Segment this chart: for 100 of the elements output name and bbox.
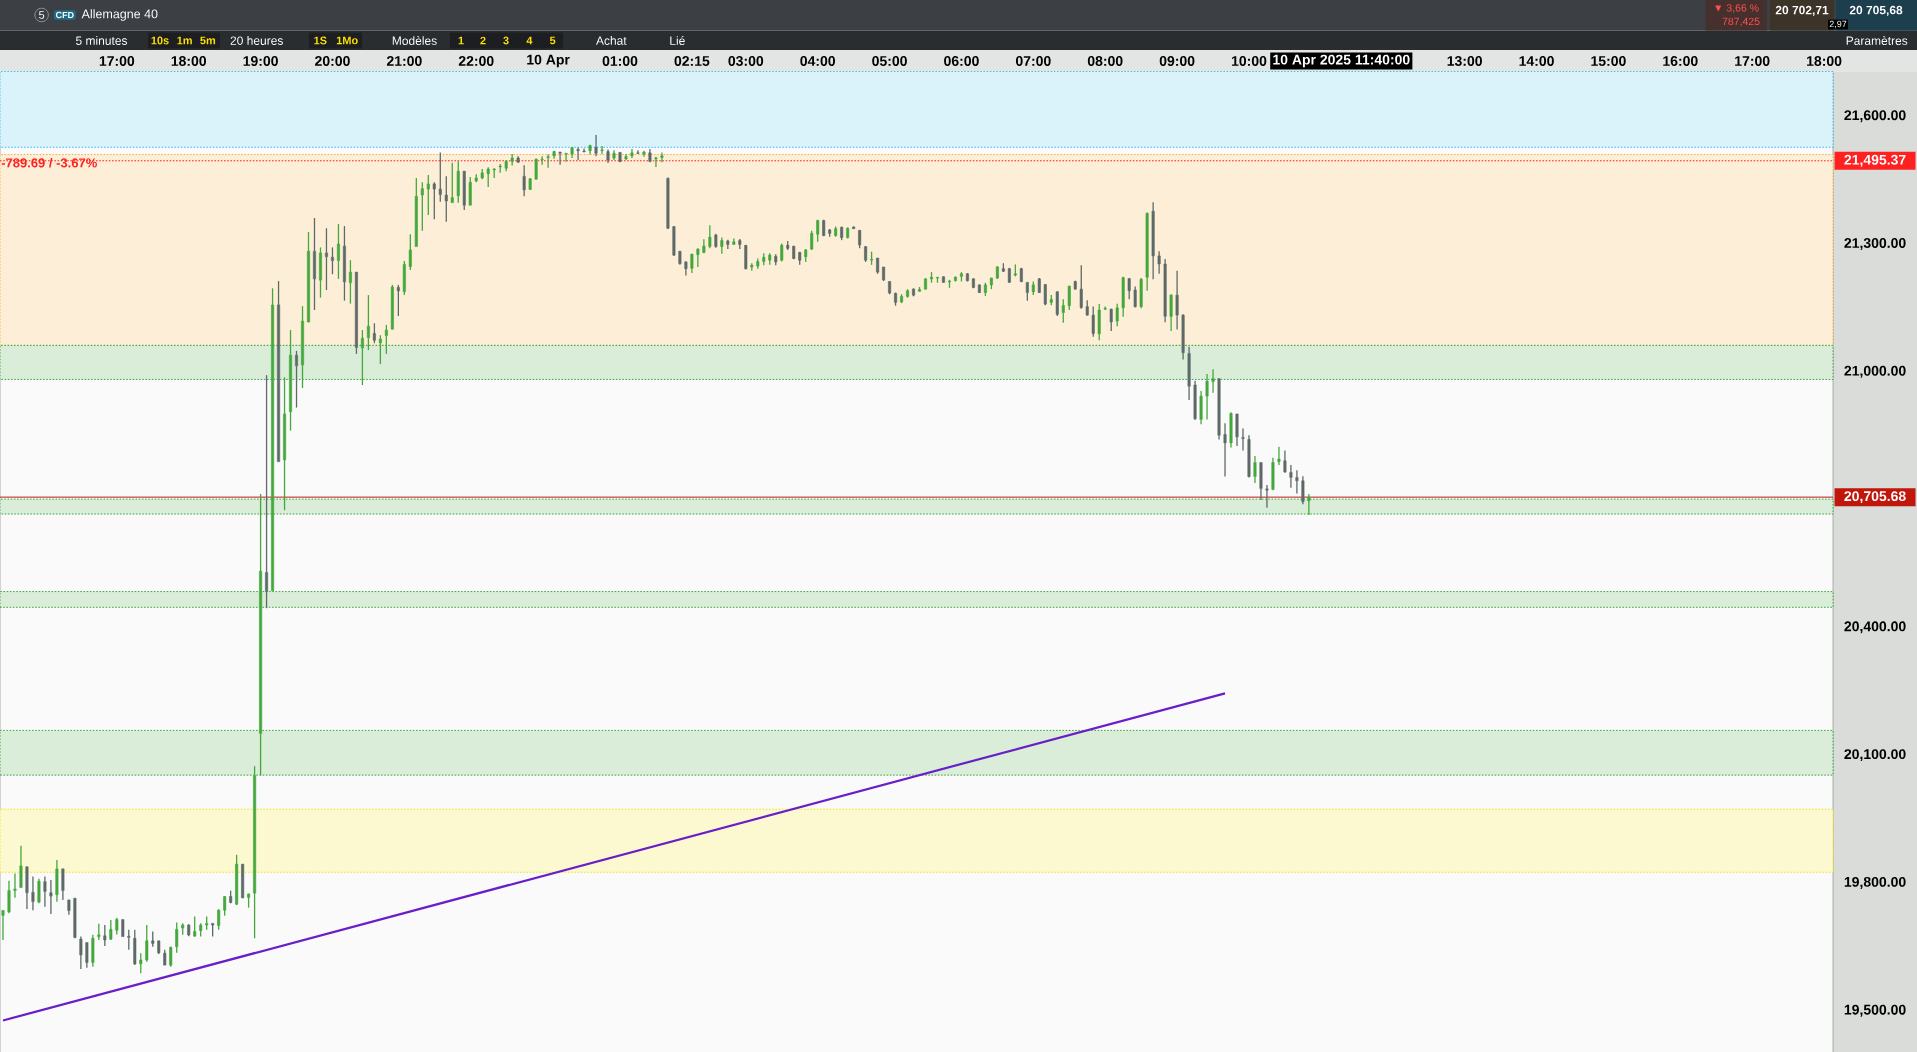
text: 1	[458, 36, 464, 45]
text: 1Mo	[336, 36, 358, 45]
candlestick	[564, 152, 568, 163]
x-tick-label: 09:00	[1159, 56, 1195, 66]
candlestick	[1295, 469, 1299, 495]
x-tick-label: 22:00	[458, 56, 494, 66]
candlestick	[1157, 250, 1161, 275]
candlestick	[67, 899, 71, 916]
candlestick	[1283, 449, 1287, 474]
candlestick	[654, 156, 658, 168]
text: Modèles	[392, 36, 437, 45]
candlestick	[336, 223, 340, 280]
x-tick-label: 10:00	[1231, 56, 1267, 66]
candlestick	[277, 280, 281, 462]
text: 5	[38, 11, 45, 19]
candlestick	[61, 868, 65, 901]
x-tick-label: 20:00	[315, 56, 350, 66]
x-tick-label: 04:00	[800, 56, 836, 66]
candlestick	[1289, 464, 1293, 489]
text: 3	[503, 36, 509, 45]
candlestick	[307, 231, 310, 324]
y-tick-label: 19,800.00	[1844, 876, 1906, 889]
candlestick	[444, 175, 448, 223]
text: 2,97	[1829, 20, 1847, 29]
candlestick	[1223, 422, 1227, 478]
candlestick	[708, 224, 712, 249]
candlestick	[217, 908, 221, 931]
candlestick	[930, 271, 933, 284]
x-tick-label: 07:00	[1015, 56, 1051, 66]
y-tick-label: 20,100.00	[1844, 749, 1906, 762]
candlestick	[546, 153, 550, 169]
text: 20 705,68	[1849, 5, 1903, 17]
ref-line-label: 20,705.68	[1844, 491, 1906, 504]
candlestick	[1265, 484, 1269, 509]
x-tick-label: 17:00	[99, 56, 135, 66]
candlestick	[1, 909, 5, 941]
text: 787,425	[1722, 17, 1760, 27]
candlestick	[600, 145, 604, 155]
candlestick	[37, 877, 41, 904]
candlestick	[19, 845, 23, 888]
annotation: -789.69 / -3.67%	[1, 157, 97, 168]
candlestick	[13, 872, 17, 899]
candlestick	[49, 879, 53, 915]
x-tick-label: 10 Apr	[527, 54, 570, 68]
candlestick	[55, 859, 59, 903]
candlestick	[1067, 285, 1071, 311]
text: 10s	[151, 36, 169, 45]
x-tick-label: 02:15	[674, 56, 710, 66]
y-tick-label: 19,500.00	[1844, 1004, 1906, 1017]
candlestick	[43, 875, 47, 908]
x-tick-label: 01:00	[602, 56, 638, 66]
candlestick	[121, 919, 125, 937]
text: 20 702,71	[1775, 5, 1829, 17]
candlestick	[450, 161, 454, 203]
chart-title: Allemagne 40	[81, 9, 158, 21]
candlestick	[558, 151, 562, 166]
candlestick	[7, 880, 11, 914]
x-tick-label: 03:00	[728, 56, 764, 66]
candlestick	[1235, 413, 1239, 447]
text: 20 heures	[230, 36, 283, 45]
candlestick	[918, 286, 922, 293]
candlestick	[810, 230, 814, 251]
candlestick	[1091, 305, 1095, 338]
candlestick	[25, 866, 29, 910]
candlestick	[342, 225, 346, 302]
text: Lié	[670, 36, 685, 45]
y-tick-label: 21,300.00	[1844, 238, 1906, 250]
text: 5	[549, 36, 556, 45]
candlestick	[1079, 264, 1083, 310]
candlestick	[534, 157, 538, 180]
candlestick	[259, 493, 263, 777]
y-tick-label: 20,400.00	[1844, 621, 1906, 634]
x-tick-label: 13:00	[1447, 56, 1482, 66]
candlestick	[378, 334, 382, 365]
x-tick-label: 14:00	[1519, 56, 1554, 66]
candlestick	[1163, 258, 1167, 324]
candlestick	[289, 329, 293, 432]
candlestick	[396, 284, 400, 317]
candlestick	[924, 277, 928, 291]
x-tick-label: 18:00	[171, 56, 207, 66]
candlestick	[660, 151, 664, 163]
candlestick	[1241, 427, 1245, 452]
text: 2	[480, 36, 486, 45]
text: Achat	[596, 36, 627, 45]
candlestick	[576, 146, 580, 161]
x-tick-label: 06:00	[944, 56, 979, 66]
candlestick	[744, 244, 748, 271]
x-tick-label: 21:00	[386, 56, 422, 66]
x-tick-label: 16:00	[1663, 56, 1698, 66]
candlestick	[145, 924, 149, 963]
candlestick	[109, 919, 113, 941]
x-tick-label: 18:00	[1807, 56, 1842, 66]
text: 10 Apr 2025 11:40:00	[1273, 54, 1410, 68]
text: 1S	[314, 36, 327, 45]
candlestick	[941, 275, 945, 284]
candlestick	[1307, 493, 1311, 516]
y-tick-label: 21,600.00	[1844, 110, 1906, 123]
text: Paramètres	[1846, 36, 1908, 45]
candlestick	[1169, 293, 1173, 332]
candlestick	[85, 942, 89, 969]
